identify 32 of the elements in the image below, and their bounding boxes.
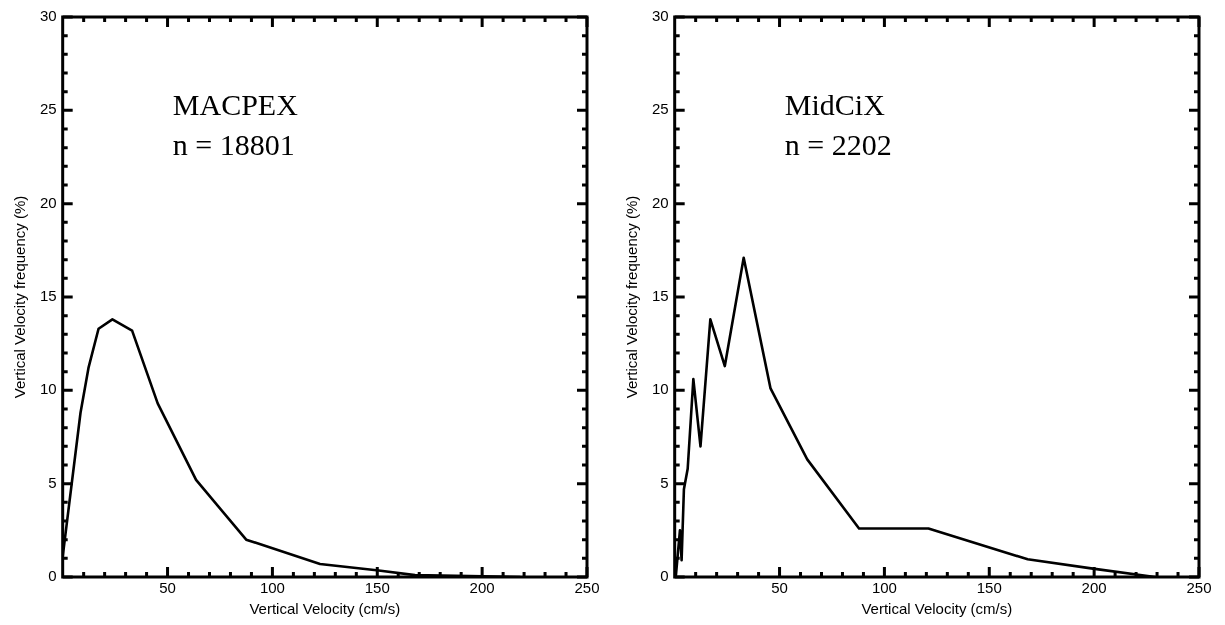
y-tick-label: 20	[40, 193, 57, 211]
y-tick-label: 15	[652, 287, 669, 305]
y-axis-title: Vertical Velocity frequency (%)	[623, 195, 641, 399]
x-axis-title: Vertical Velocity (cm/s)	[861, 600, 1013, 618]
x-tick-label: 150	[364, 579, 390, 597]
annotation: n = 18801	[172, 128, 295, 161]
annotation: MACPEX	[172, 88, 299, 121]
y-tick-label: 25	[652, 100, 669, 118]
x-tick-label: 50	[771, 579, 788, 597]
x-tick-label: 150	[976, 579, 1002, 597]
y-axis-title: Vertical Velocity frequency (%)	[11, 195, 29, 399]
x-axis-title: Vertical Velocity (cm/s)	[249, 600, 401, 618]
y-tick-label: 0	[660, 567, 669, 585]
y-tick-label: 20	[652, 193, 669, 211]
x-tick-label: 50	[159, 579, 176, 597]
y-tick-label: 30	[652, 7, 669, 25]
annotation: MidCiX	[784, 88, 886, 121]
y-tick-label: 25	[40, 100, 57, 118]
x-tick-label: 200	[1081, 579, 1107, 597]
y-tick-label: 30	[40, 7, 57, 25]
x-tick-label: 250	[1186, 579, 1212, 597]
x-tick-label: 100	[259, 579, 285, 597]
annotation: n = 2202	[784, 128, 892, 161]
y-tick-label: 0	[48, 567, 57, 585]
x-tick-label: 200	[469, 579, 495, 597]
y-tick-label: 5	[660, 473, 669, 491]
y-tick-label: 5	[48, 473, 57, 491]
x-tick-label: 100	[871, 579, 897, 597]
y-tick-label: 10	[652, 380, 669, 398]
y-tick-label: 10	[40, 380, 57, 398]
x-tick-label: 250	[574, 579, 600, 597]
y-tick-label: 15	[40, 287, 57, 305]
